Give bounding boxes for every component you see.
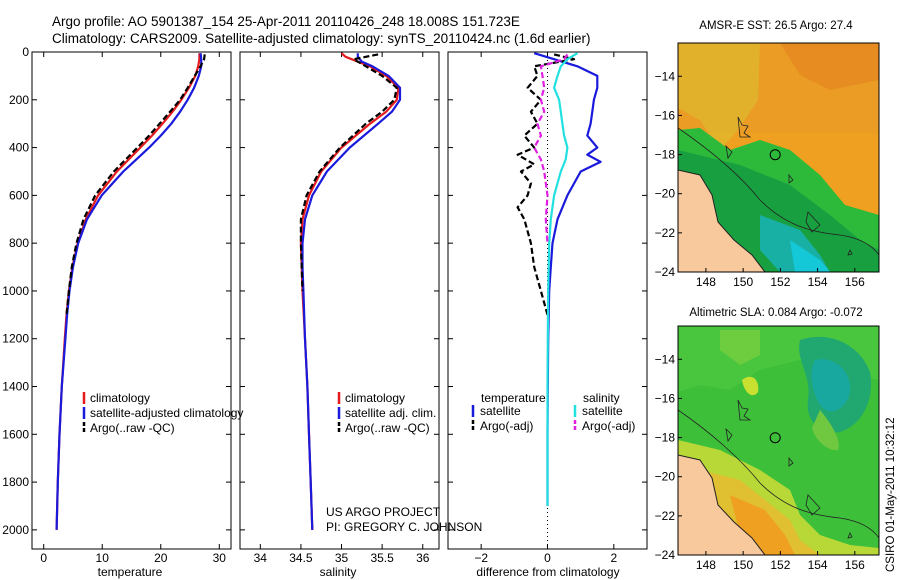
legend-label-argo: Argo(..raw -QC) [345, 421, 430, 435]
map-xtick-label: 156 [845, 275, 865, 289]
temperature-xtick-label: 30 [213, 551, 227, 565]
credit-line-1: US ARGO PROJECT [326, 505, 441, 519]
salinity-xtick-label: 36 [416, 551, 430, 565]
difference-series-temperature-argo-adj- [516, 53, 576, 316]
salinity-series-argo-raw-qc- [299, 53, 398, 291]
credit-line-2: PI: GREGORY C. JOHNSON [326, 520, 482, 534]
temperature-series-argo-raw-qc- [65, 54, 206, 315]
depth-tick-label: 1400 [2, 380, 29, 394]
sla-map-frame [677, 325, 880, 556]
map-ytick-label: −20 [655, 470, 676, 484]
map-ytick-label: −14 [655, 352, 676, 366]
map-ytick-label: −18 [655, 431, 676, 445]
map-ytick-label: −16 [655, 391, 676, 405]
map-xtick-label: 148 [696, 558, 716, 572]
legend-label-argo: Argo(..raw -QC) [90, 421, 175, 435]
figure-title-line-1: Argo profile: AO 5901387_154 25-Apr-2011… [52, 14, 520, 29]
temperature-xtick-label: 20 [154, 551, 168, 565]
map-xtick-label: 152 [770, 558, 790, 572]
legend-group-title-temperature: temperature [481, 391, 546, 405]
map-xtick-label: 150 [733, 275, 753, 289]
salinity-xlabel: salinity [320, 565, 357, 579]
temperature-legend: climatology satellite-adjusted climatolo… [82, 391, 243, 435]
depth-tick-label: 400 [9, 141, 29, 155]
map-xtick-label: 154 [808, 275, 828, 289]
map-xtick-label: 152 [770, 275, 790, 289]
legend-label-satellite: satellite adj. clim. [345, 406, 436, 420]
salinity-legend: climatology satellite adj. clim. Argo(..… [337, 391, 436, 435]
legend-group-title-salinity: salinity [583, 391, 620, 405]
legend-label-salinity-satellite: satellite [582, 404, 623, 418]
sla-map-body [678, 326, 879, 555]
salinity-xtick-label: 34 [254, 551, 268, 565]
map-ytick-label: −18 [655, 148, 676, 162]
sla-map-axes: 148 150 152 154 156 −14 −16 −18 −20 −22 −24 [655, 352, 865, 572]
sst-map-title: AMSR-E SST: 26.5 Argo: 27.4 [699, 20, 853, 32]
temperature-xlabel: temperature [98, 565, 163, 579]
sst-map-axes: 148 150 152 154 156 −14 −16 −18 −20 −22 −24 [655, 69, 865, 289]
map-xtick-label: 156 [845, 558, 865, 572]
legend-label-temperature-argo: Argo(-adj) [480, 419, 533, 433]
difference-series-salinity-argo-adj- [533, 53, 569, 244]
legend-label-temperature-satellite: satellite [480, 404, 521, 418]
map-xtick-label: 148 [696, 275, 716, 289]
salinity-series-satellite-adj-clim- [301, 53, 402, 530]
depth-tick-label: 2000 [2, 523, 29, 537]
difference-series-salinity-satellite [546, 52, 578, 506]
map-xtick-label: 150 [733, 558, 753, 572]
plot-layer: 0 10 20 30020040060080010001200140016001800… [2, 45, 647, 565]
depth-tick-label: 800 [9, 236, 29, 250]
legend-label-climatology: climatology [345, 391, 405, 405]
map-ytick-label: −14 [655, 69, 676, 83]
depth-tick-label: 1800 [2, 475, 29, 489]
difference-xtick-label: 2 [610, 551, 617, 565]
sst-map-body [678, 43, 879, 272]
depth-tick-label: 200 [9, 93, 29, 107]
temperature-xtick-label: 0 [40, 551, 47, 565]
map-ytick-label: −20 [655, 187, 676, 201]
difference-xtick-label: 0 [544, 551, 551, 565]
difference-xlabel: difference from climatology [476, 565, 619, 579]
legend-label-satellite: satellite-adjusted climatology [90, 406, 243, 420]
salinity-xtick-label: 35 [335, 551, 349, 565]
salinity-panel-frame [239, 51, 440, 550]
temperature-panel-frame [31, 51, 232, 550]
float-position-marker [769, 432, 781, 444]
figure-title-line-2: Climatology: CARS2009. Satellite-adjuste… [52, 31, 591, 46]
difference-legend: temperature satellite Argo(-adj) salinit… [471, 391, 635, 433]
sst-map-frame [677, 42, 880, 273]
depth-tick-label: 1200 [2, 332, 29, 346]
map-ytick-label: −22 [655, 226, 676, 240]
salinity-xtick-label: 34.5 [289, 551, 313, 565]
map-xtick-label: 154 [808, 558, 828, 572]
depth-tick-label: 1000 [2, 284, 29, 298]
legend-label-climatology: climatology [90, 391, 150, 405]
difference-xtick-label: −2 [474, 551, 488, 565]
temperature-xtick-label: 10 [96, 551, 110, 565]
sla-map-title: Altimetric SLA: 0.084 Argo: -0.072 [689, 307, 862, 319]
legend-label-salinity-argo: Argo(-adj) [582, 419, 635, 433]
map-ytick-label: −22 [655, 509, 676, 523]
temperature-series-satellite-adjusted-climatology [55, 53, 203, 530]
map-ytick-label: −24 [655, 265, 676, 279]
map-ytick-label: −16 [655, 108, 676, 122]
float-position-marker [769, 149, 781, 161]
salinity-xtick-label: 35.5 [370, 551, 394, 565]
depth-tick-label: 0 [22, 45, 29, 59]
depth-tick-label: 1600 [2, 427, 29, 441]
depth-tick-label: 600 [9, 188, 29, 202]
map-ytick-label: −24 [655, 548, 676, 562]
side-timestamp: CSIRO 01-May-2011 10:32:12 [885, 418, 897, 572]
